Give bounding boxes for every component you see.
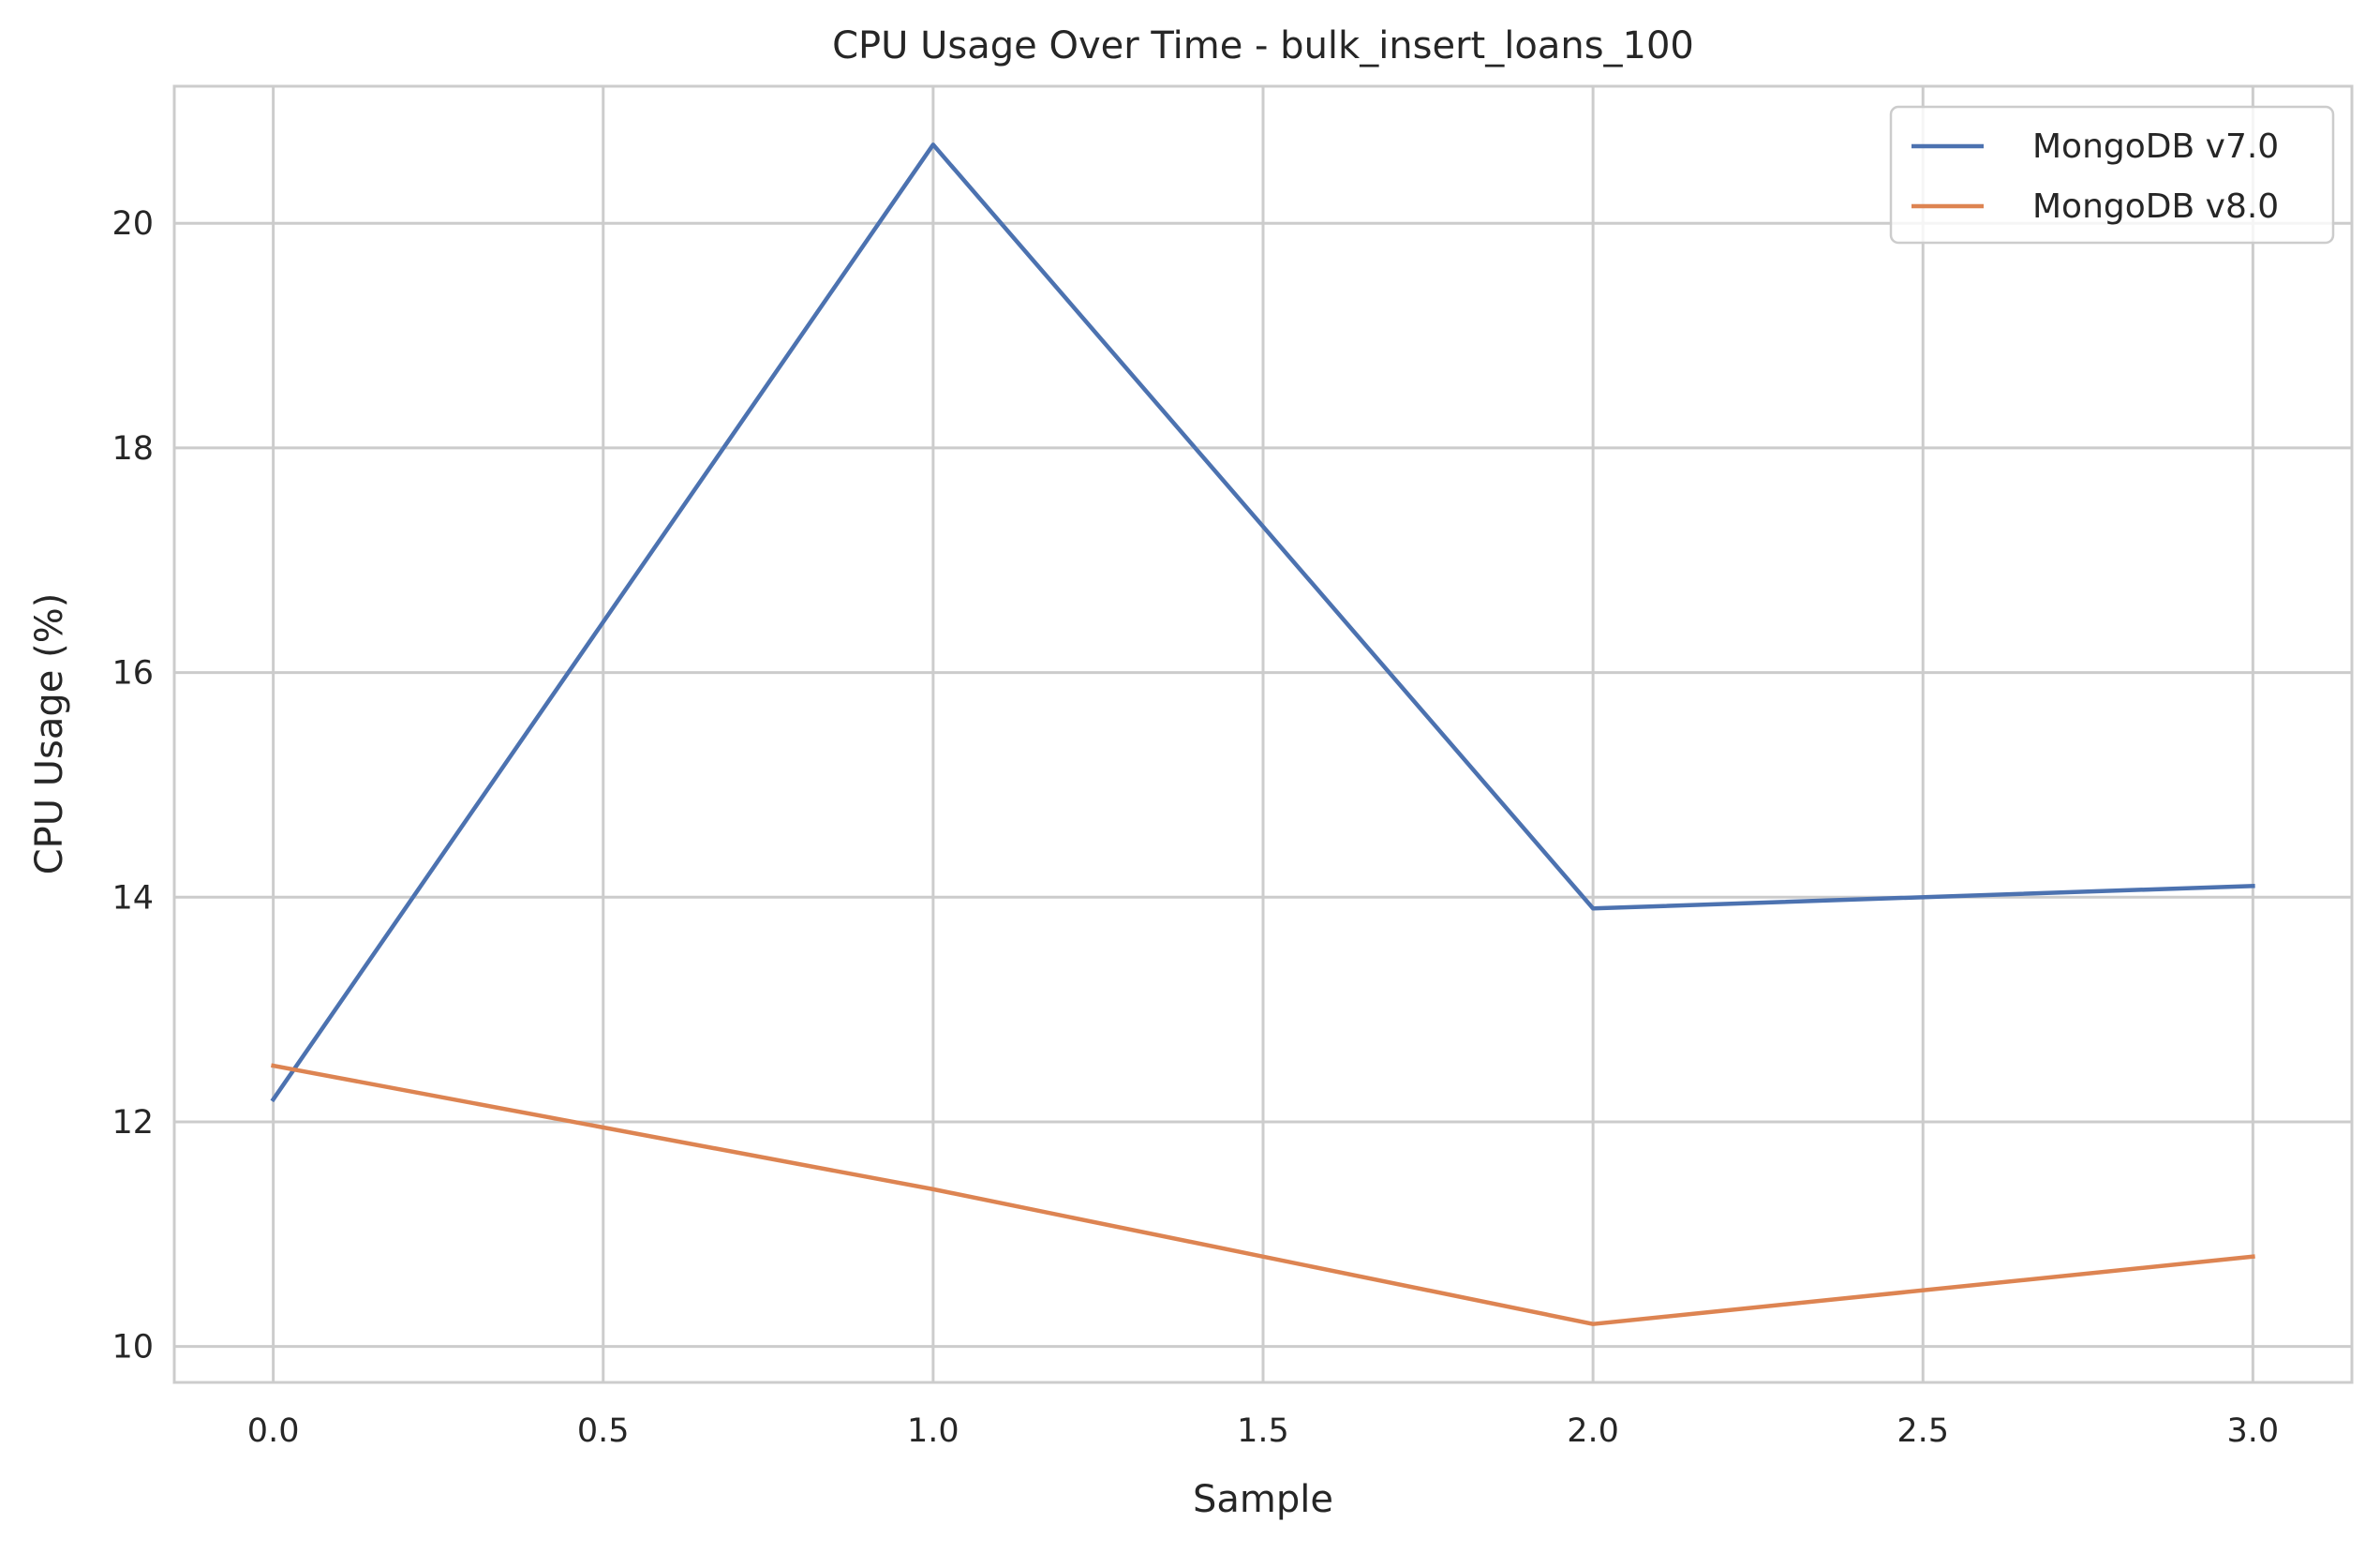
data-point [1592,907,1594,909]
legend-box [1889,105,2335,245]
y-axis-ticks: 10 12 14 16 18 20 [112,205,154,1366]
grid-lines [174,86,2352,1382]
y-tick-label: 10 [112,1329,154,1366]
x-tick-label: 1.5 [1237,1412,1289,1450]
series-lines [270,142,2255,1326]
x-axis-label: Sample [1193,1478,1333,1521]
legend-label: MongoDB v7.0 [2032,127,2279,166]
y-tick-label: 16 [112,655,154,693]
chart-legend: MongoDB v7.0 MongoDB v8.0 [1889,105,2335,245]
series-mongodb-v8-0 [271,1063,2255,1326]
data-point [1592,1323,1594,1325]
data-point [273,1065,275,1067]
x-tick-label: 2.0 [1567,1412,1619,1450]
x-axis-ticks: 0.0 0.5 1.0 1.5 2.0 2.5 3.0 [247,1412,2279,1450]
x-tick-label: 1.0 [907,1412,959,1450]
data-point [932,143,934,145]
chart-title: CPU Usage Over Time - bulk_insert_loans_… [832,24,1694,67]
axes-frame [172,84,2354,1384]
data-point [273,1098,275,1100]
y-tick-label: 14 [112,879,154,917]
y-tick-label: 18 [112,430,154,468]
data-point [2252,885,2254,887]
x-tick-label: 2.5 [1897,1412,1949,1450]
x-tick-label: 0.0 [247,1412,300,1450]
legend-label: MongoDB v8.0 [2032,187,2279,226]
x-tick-label: 0.5 [577,1412,630,1450]
y-axis-label: CPU Usage (%) [28,593,71,875]
series-mongodb-v7-0 [270,142,2255,1103]
series-line [271,1063,2255,1326]
x-tick-label: 3.0 [2227,1412,2280,1450]
data-point [932,1188,934,1190]
y-tick-label: 20 [112,205,154,243]
y-tick-label: 12 [112,1104,154,1142]
data-point [2252,1256,2254,1258]
plot-area-border [172,84,2354,1384]
series-line [270,142,2255,1103]
